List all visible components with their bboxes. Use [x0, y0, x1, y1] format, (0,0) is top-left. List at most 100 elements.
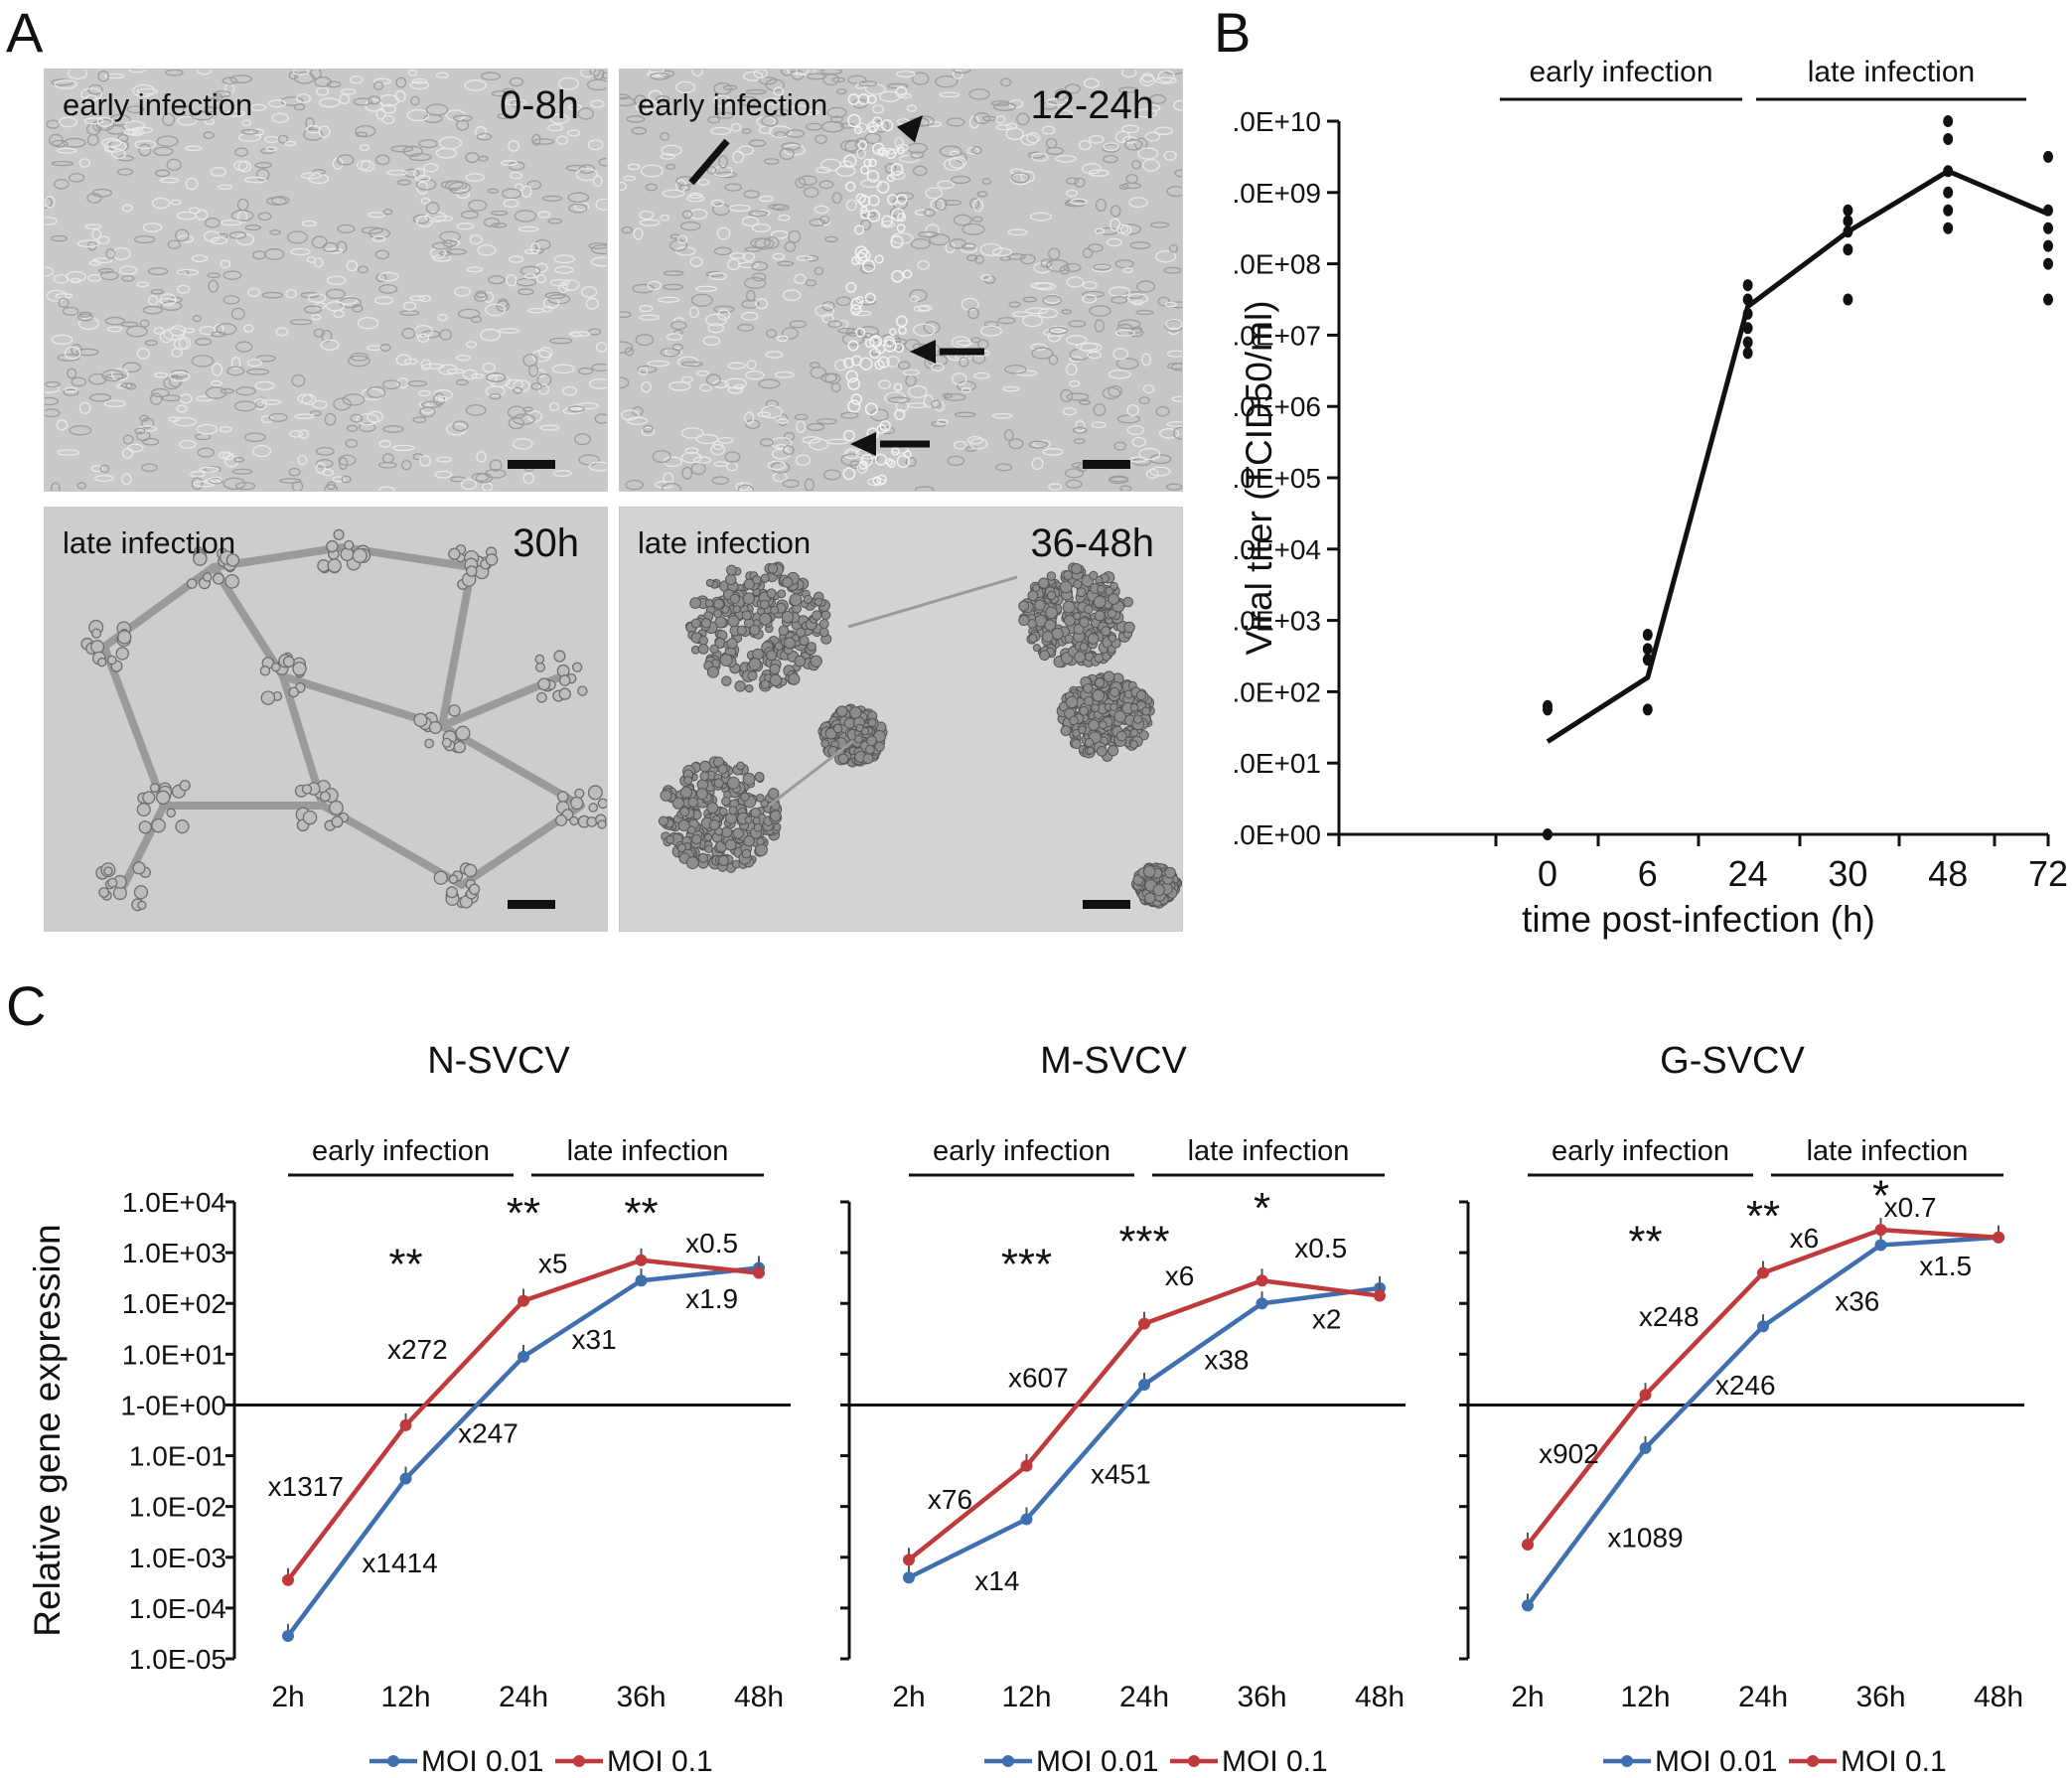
- cell-shape: [632, 283, 655, 294]
- cell-shape: [577, 107, 594, 120]
- clustered-cell: [1152, 883, 1165, 897]
- cell-shape: [819, 70, 843, 75]
- cell-shape: [1040, 258, 1053, 268]
- x-tick-label: 48: [1928, 853, 1968, 894]
- cell-shape: [722, 84, 738, 90]
- scale-bar-icon: [1083, 460, 1130, 469]
- cell-shape: [480, 72, 502, 81]
- clustered-cell: [1034, 599, 1046, 611]
- clustered-cell: [782, 576, 794, 588]
- cell-shape: [712, 441, 724, 450]
- cell-shape: [814, 304, 835, 318]
- cell-shape: [260, 414, 273, 424]
- cell-shape: [45, 196, 56, 209]
- rounded-cell: [842, 357, 854, 369]
- fold-change-label: x0.5: [1294, 1233, 1347, 1263]
- clustered-cell: [756, 837, 765, 846]
- cell-shape: [76, 313, 93, 322]
- cell-shape: [433, 216, 454, 222]
- cell-shape: [820, 372, 838, 383]
- cell-shape: [1009, 173, 1031, 186]
- cell-shape: [968, 88, 990, 100]
- cell-shape: [378, 486, 395, 491]
- cell-shape: [1165, 483, 1182, 491]
- cell-shape: [54, 178, 70, 190]
- clustered-cell: [698, 636, 709, 646]
- cell-shape: [652, 450, 671, 464]
- cell-shape: [1066, 276, 1085, 288]
- cell-shape: [191, 355, 215, 368]
- cell-shape: [1031, 152, 1049, 162]
- cell-shape: [275, 327, 289, 337]
- cell-shape: [1118, 184, 1129, 190]
- significance-marker: **: [624, 1189, 658, 1238]
- clustered-cell: [742, 592, 756, 605]
- cell-shape: [551, 364, 575, 374]
- rounded-cell: [885, 458, 894, 466]
- cell-shape: [592, 175, 603, 188]
- cell-shape: [911, 72, 930, 85]
- cell-shape: [176, 211, 197, 221]
- cell-shape: [786, 129, 805, 138]
- cell-shape: [1112, 348, 1128, 361]
- chart-title: G-SVCV: [1660, 1040, 1805, 1082]
- cell-shape: [293, 72, 316, 84]
- cell-shape: [639, 210, 655, 221]
- cell-shape: [1074, 177, 1086, 188]
- cell-shape: [50, 482, 61, 491]
- x-tick-label: 2h: [271, 1681, 304, 1713]
- cell-shape: [1089, 134, 1105, 144]
- arrow-icon-shaft: [688, 138, 730, 186]
- cell-shape: [133, 234, 156, 244]
- replicate-point: [1543, 699, 1553, 712]
- cell-shape: [589, 70, 601, 77]
- replicate-point: [1742, 279, 1753, 292]
- clustered-cell: [1098, 720, 1108, 730]
- cell-shape: [871, 104, 885, 114]
- cell-shape: [139, 319, 150, 328]
- cell-shape: [167, 239, 182, 249]
- clustered-cell: [1064, 634, 1074, 644]
- clustered-cell: [812, 610, 822, 621]
- cell-shape: [744, 411, 755, 425]
- cell-shape: [216, 323, 237, 336]
- legend-swatch-marker: [387, 1755, 399, 1767]
- cell-shape: [976, 191, 988, 198]
- data-point: [1374, 1289, 1386, 1302]
- cell-shape: [1063, 262, 1082, 272]
- cell-shape: [209, 476, 222, 483]
- y-tick-label: 1.0E-01: [129, 1441, 226, 1472]
- cell-shape: [1168, 243, 1179, 253]
- cell-shape: [134, 139, 156, 150]
- clustered-cell: [784, 637, 796, 650]
- clustered-cell: [747, 670, 758, 681]
- data-point: [282, 1573, 294, 1586]
- data-point: [753, 1266, 765, 1279]
- cell-shape: [498, 298, 509, 309]
- cell-shape: [1171, 395, 1182, 402]
- cell-shape: [150, 289, 165, 295]
- cell-shape: [568, 331, 591, 338]
- x-tick-label: 36h: [1237, 1681, 1286, 1713]
- clustered-cell: [726, 564, 737, 576]
- cell-shape: [318, 97, 341, 108]
- cell-shape: [62, 306, 79, 316]
- cell-shape: [823, 469, 841, 481]
- cell-shape: [973, 112, 991, 125]
- micrograph-time: 12-24h: [1030, 83, 1154, 127]
- cell-shape: [1087, 243, 1104, 252]
- cell-shape: [827, 320, 843, 328]
- x-tick-label: 12h: [1001, 1681, 1051, 1713]
- cell-shape: [244, 224, 262, 231]
- cell-shape: [386, 169, 408, 176]
- rounded-cell: [571, 662, 583, 672]
- rounded-cell: [186, 578, 198, 589]
- clustered-cell: [807, 642, 816, 652]
- cell-shape: [1079, 399, 1092, 405]
- cell-shape: [670, 321, 687, 331]
- cell-shape: [192, 315, 202, 323]
- clustered-cell: [820, 739, 830, 748]
- cell-shape: [121, 473, 132, 486]
- clustered-cell: [1101, 626, 1111, 637]
- cell-shape: [896, 143, 910, 152]
